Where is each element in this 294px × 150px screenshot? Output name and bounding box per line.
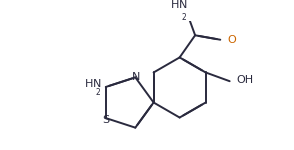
Text: H: H (171, 0, 180, 10)
Text: O: O (227, 35, 236, 45)
Text: S: S (102, 115, 109, 125)
Text: H: H (85, 79, 94, 89)
Text: 2: 2 (181, 13, 186, 22)
Text: 2: 2 (95, 88, 100, 97)
Text: N: N (132, 72, 140, 81)
Text: N: N (179, 0, 187, 10)
Text: OH: OH (236, 75, 254, 85)
Text: N: N (93, 79, 101, 89)
